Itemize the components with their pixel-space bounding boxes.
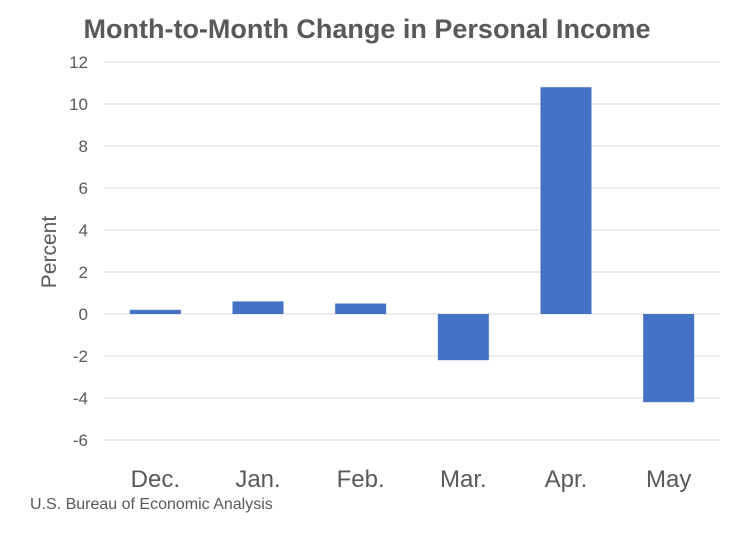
- x-tick-label: Apr.: [545, 466, 588, 493]
- bars: [129, 87, 695, 403]
- y-tick-label: -4: [73, 389, 88, 408]
- y-tick-label: -2: [73, 347, 88, 366]
- y-tick-label: 4: [79, 221, 88, 240]
- y-tick-label: 8: [79, 137, 88, 156]
- y-tick-label: 0: [79, 305, 88, 324]
- x-tick-label: Jan.: [235, 466, 280, 493]
- x-tick-label: Feb.: [337, 466, 385, 493]
- y-tick-label: 12: [69, 53, 88, 72]
- bar-apr: [540, 87, 592, 314]
- bar-dec: [129, 309, 181, 314]
- x-tick-label: Mar.: [440, 466, 487, 493]
- chart-title: Month-to-Month Change in Personal Income: [83, 14, 651, 44]
- gridlines: [104, 61, 720, 441]
- x-tick-label: Dec.: [131, 466, 180, 493]
- bar-may: [643, 314, 695, 403]
- y-axis-ticks: 12 10 8 6 4 2 0 -2 -4 -6: [69, 53, 88, 450]
- y-tick-label: 6: [79, 179, 88, 198]
- bar-mar: [437, 314, 489, 361]
- y-tick-label: 2: [79, 263, 88, 282]
- bar-jan: [232, 301, 284, 314]
- bar-feb: [335, 303, 387, 314]
- x-axis-ticks: Dec. Jan. Feb. Mar. Apr. May: [131, 466, 692, 493]
- y-tick-label: 10: [69, 95, 88, 114]
- source-note: U.S. Bureau of Economic Analysis: [30, 496, 273, 513]
- x-tick-label: May: [646, 466, 691, 493]
- y-tick-label: -6: [73, 431, 88, 450]
- y-axis-label: Percent: [38, 216, 61, 289]
